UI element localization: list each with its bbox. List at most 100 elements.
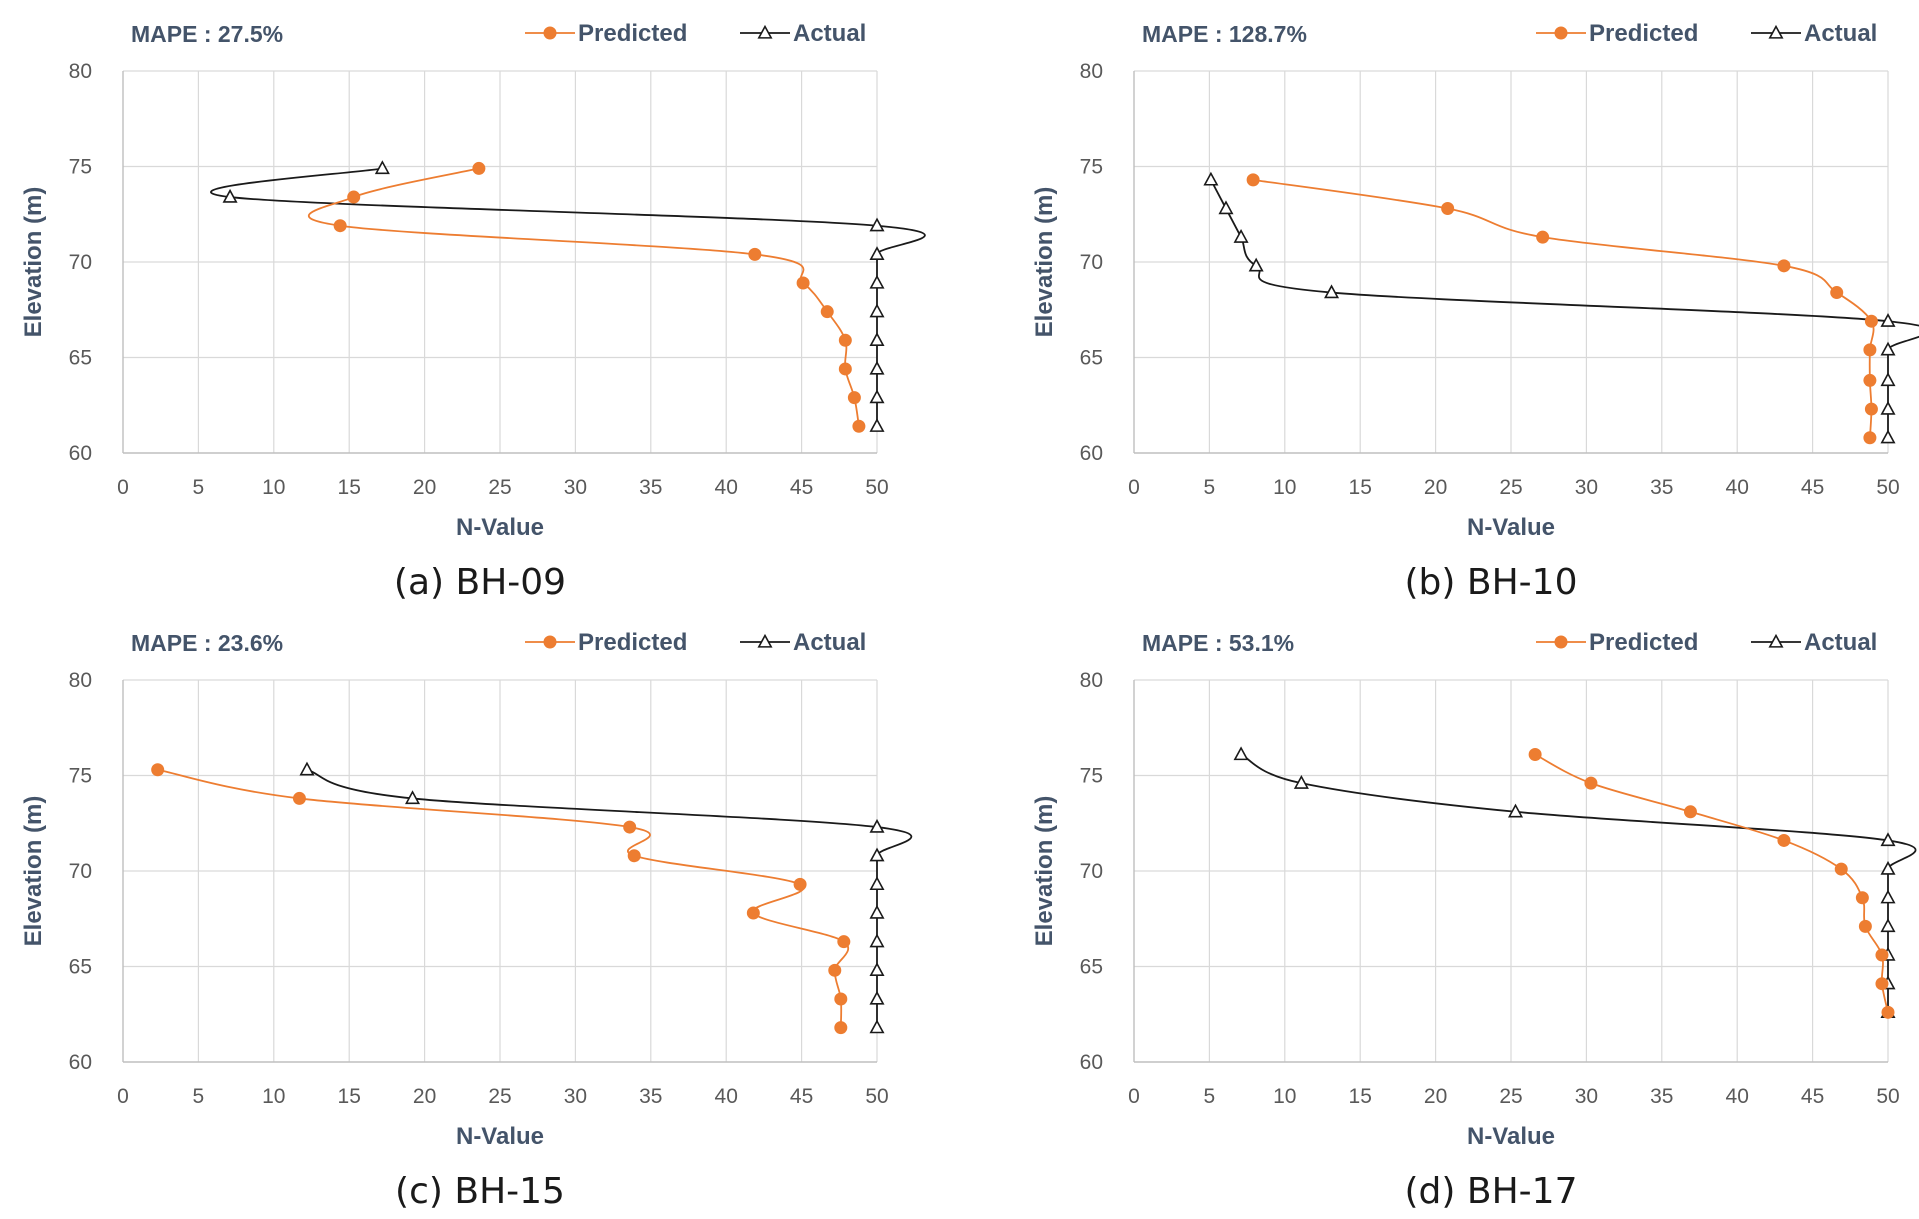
series-actual-point-2 [1508, 803, 1524, 818]
chart-svg-3: 0 5 10 15 20 25 30 35 40 45 50 60 65 70 75 80 N-Value Ele… [20, 629, 913, 1150]
series-predicted-point-4 [796, 276, 810, 290]
series-predicted-point-7 [838, 362, 852, 376]
series-actual-point-4 [1324, 284, 1340, 299]
y-axis-title: Elevation (m) [20, 187, 47, 338]
x-tick-label: 10 [1273, 476, 1296, 499]
x-tick-label: 35 [639, 476, 662, 499]
y-tick-label: 65 [69, 347, 92, 370]
y-tick-label: 65 [69, 956, 92, 979]
y-axis-title: Elevation (m) [1031, 187, 1058, 338]
series-predicted-point-2 [1683, 805, 1697, 819]
x-tick-label: 15 [338, 1085, 361, 1108]
x-tick-label: 45 [790, 476, 813, 499]
y-tick-label: 80 [69, 60, 92, 83]
series-actual-point-5 [1880, 889, 1896, 904]
series-predicted-point-0 [1528, 747, 1542, 761]
chart-caption: (d) BH-17 [1404, 1171, 1578, 1212]
y-tick-label: 65 [1080, 956, 1103, 979]
legend-label-predicted: Predicted [1589, 20, 1698, 47]
y-tick-label: 80 [1080, 60, 1103, 83]
y-axis-title: Elevation (m) [1031, 796, 1058, 947]
chart-panel-1: 0 5 10 15 20 25 30 35 40 45 50 60 65 70 75 80 N-Value Ele… [0, 0, 960, 609]
series-actual-point-3 [869, 847, 885, 862]
x-tick-label: 5 [193, 1085, 205, 1108]
series-actual-point-1 [222, 188, 238, 203]
series-actual-point-7 [1880, 372, 1896, 387]
x-tick-label: 50 [865, 476, 888, 499]
x-tick-label: 30 [564, 1085, 587, 1108]
x-tick-label: 50 [1876, 476, 1899, 499]
series-predicted-point-2 [1536, 230, 1550, 244]
x-tick-label: 20 [1424, 1085, 1447, 1108]
y-tick-label: 75 [1080, 156, 1103, 179]
series-actual-point-0 [1233, 746, 1249, 761]
y-axis-title: Elevation (m) [20, 796, 47, 947]
x-tick-label: 25 [1499, 476, 1522, 499]
x-tick-label: 35 [1650, 1085, 1673, 1108]
series-predicted-point-7 [1875, 948, 1889, 962]
series-predicted-point-5 [746, 906, 760, 920]
series-predicted-point-1 [347, 190, 361, 204]
x-tick-label: 15 [1349, 1085, 1372, 1108]
series-predicted-point-9 [834, 1021, 848, 1035]
legend-marker-actual-point-0 [757, 633, 773, 648]
x-axis-title: N-Value [1467, 514, 1555, 541]
x-tick-label: 10 [262, 1085, 285, 1108]
x-tick-label: 0 [1128, 1085, 1140, 1108]
x-tick-label: 30 [1575, 1085, 1598, 1108]
series-actual-point-8 [869, 990, 885, 1005]
mape-label: MAPE : 23.6% [131, 630, 283, 656]
legend-label-actual: Actual [793, 20, 866, 47]
y-tick-label: 70 [69, 860, 92, 883]
legend-marker-actual-point-0 [757, 24, 773, 39]
chart-svg-1: 0 5 10 15 20 25 30 35 40 45 50 60 65 70 75 80 N-Value Ele… [20, 20, 926, 541]
series-predicted-point-0 [151, 763, 165, 777]
y-tick-label: 75 [69, 765, 92, 788]
series-actual-point-4 [869, 274, 885, 289]
series-predicted-point-5 [1855, 891, 1869, 905]
series-predicted-point-1 [1441, 202, 1455, 216]
x-tick-label: 10 [1273, 1085, 1296, 1108]
series-actual-point-8 [869, 389, 885, 404]
x-tick-label: 5 [193, 476, 205, 499]
series-actual-point-2 [869, 217, 885, 232]
chart-panel-3: 0 5 10 15 20 25 30 35 40 45 50 60 65 70 75 80 N-Value Ele… [0, 609, 960, 1218]
y-tick-label: 60 [1080, 1051, 1103, 1074]
mape-label: MAPE : 27.5% [131, 21, 283, 47]
x-axis-title: N-Value [1467, 1123, 1555, 1150]
x-tick-label: 15 [338, 476, 361, 499]
legend-marker-actual-point-0 [1768, 633, 1784, 648]
x-tick-label: 50 [1876, 1085, 1899, 1108]
legend-marker-predicted-point-0 [1554, 26, 1568, 40]
series-actual-point-6 [1880, 918, 1896, 933]
series-actual-point-5 [1880, 313, 1896, 327]
x-tick-label: 35 [1650, 476, 1673, 499]
chart-caption: (a) BH-09 [393, 562, 567, 603]
series-predicted-point-8 [1875, 977, 1889, 991]
x-tick-label: 50 [865, 1085, 888, 1108]
series-actual-point-0 [299, 761, 315, 776]
legend-label-predicted: Predicted [578, 20, 687, 47]
x-tick-label: 40 [715, 1085, 738, 1108]
x-tick-label: 30 [564, 476, 587, 499]
legend-marker-predicted-point-0 [1554, 635, 1568, 649]
legend-marker-predicted-point-0 [543, 635, 557, 649]
x-tick-label: 40 [715, 476, 738, 499]
series-actual-point-4 [1880, 860, 1896, 875]
series-predicted-point-4 [793, 877, 807, 891]
chart-panel-2: 0 5 10 15 20 25 30 35 40 45 50 60 65 70 75 80 N-Value Ele… [1011, 0, 1919, 609]
series-predicted-point-3 [748, 247, 762, 261]
legend-label-predicted: Predicted [1589, 629, 1698, 656]
series-actual-point-5 [869, 303, 885, 318]
series-actual-point-5 [869, 904, 885, 919]
legend-label-actual: Actual [1804, 20, 1877, 47]
series-actual-point-6 [869, 933, 885, 948]
series-predicted-point-7 [1863, 373, 1877, 387]
series-line-predicted [308, 167, 860, 427]
series-line-predicted [1252, 178, 1875, 438]
x-tick-label: 35 [639, 1085, 662, 1108]
x-tick-label: 45 [1801, 476, 1824, 499]
series-predicted-point-1 [292, 791, 306, 805]
x-tick-label: 5 [1204, 1085, 1216, 1108]
